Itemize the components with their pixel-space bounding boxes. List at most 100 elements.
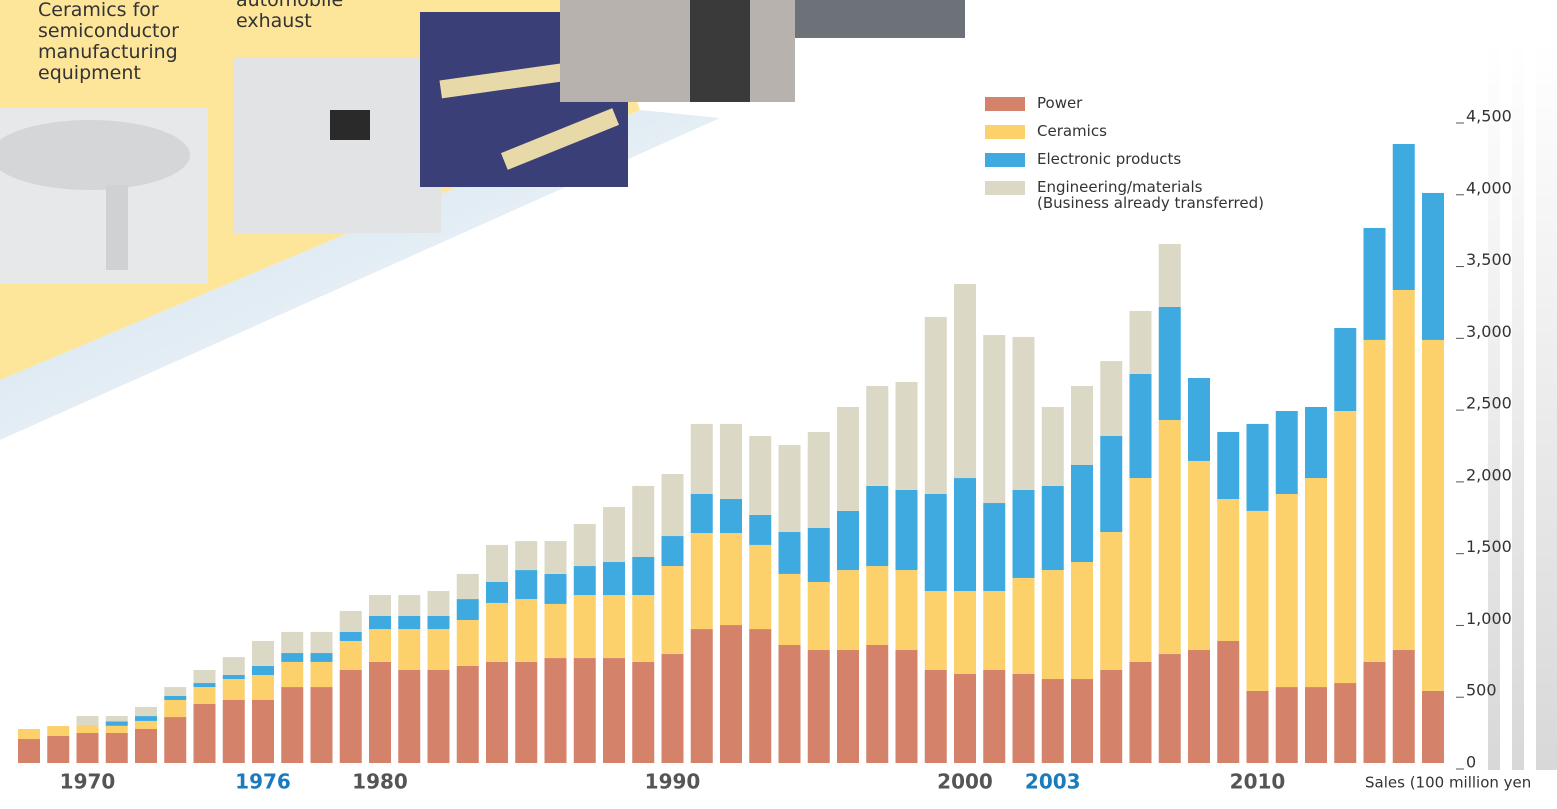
bar-segment — [1100, 532, 1123, 670]
bar-segment — [18, 739, 40, 763]
bar-segment — [105, 716, 128, 722]
caption: Ceramics for semiconductor manufacturing… — [38, 0, 179, 84]
bar-segment — [1071, 679, 1093, 763]
bar-segment — [544, 603, 567, 659]
bar-segment — [603, 595, 625, 659]
bar-segment — [1100, 669, 1123, 763]
legend-label: Engineering/materials (Business already … — [1037, 178, 1264, 212]
legend-item: Electronic products — [985, 151, 1264, 179]
product-photo — [795, 0, 965, 38]
bar-segment — [837, 510, 859, 571]
product-shape — [330, 110, 370, 140]
bar-segment — [1392, 650, 1415, 763]
bar-segment — [603, 658, 625, 763]
bar-segment — [661, 654, 684, 763]
bar-segment — [1305, 478, 1327, 688]
bar-segment — [164, 717, 187, 763]
bar-segment — [603, 507, 625, 563]
bar-segment — [1392, 143, 1415, 290]
bar-segment — [837, 406, 859, 511]
bar-segment — [281, 631, 304, 654]
bar-segment — [1012, 673, 1035, 763]
bar-segment — [252, 640, 274, 666]
bar-segment — [281, 653, 304, 662]
decor-strip — [1488, 40, 1500, 770]
bar-segment — [573, 595, 596, 659]
bar-segment — [76, 724, 99, 733]
x-tick-label: 2010 — [1230, 770, 1286, 794]
decor-strip — [1536, 40, 1557, 770]
bar-segment — [866, 386, 889, 486]
bar-segment — [281, 661, 304, 688]
bar-segment — [1275, 687, 1298, 763]
bar-segment — [105, 725, 128, 733]
bar-segment — [486, 581, 508, 603]
bar-segment — [515, 570, 538, 600]
bar-segment — [193, 687, 216, 704]
caption: automobile exhaust — [236, 0, 344, 32]
bar-segment — [1363, 227, 1386, 340]
bar-segment — [222, 699, 245, 763]
x-tick-label: 1970 — [60, 770, 116, 794]
bar-segment — [1217, 640, 1240, 763]
bar-segment — [1422, 192, 1444, 340]
bar-segment — [1422, 339, 1444, 691]
bar-segment — [486, 602, 508, 662]
bar-segment — [632, 595, 655, 662]
bar-segment — [983, 591, 1006, 670]
bar-segment — [486, 661, 508, 763]
bar-segment — [398, 629, 421, 670]
x-tick-label: 1990 — [645, 770, 701, 794]
bar-segment — [47, 725, 70, 737]
y-tick-label: 1,000 — [1466, 609, 1512, 628]
bar-segment — [339, 640, 362, 670]
bar-segment — [164, 695, 187, 700]
bar-segment — [47, 736, 70, 763]
bar-segment — [369, 629, 391, 662]
bar-segment — [895, 382, 918, 490]
bar-segment — [1363, 661, 1386, 763]
bar-segment — [778, 573, 801, 645]
bar-segment — [1275, 493, 1298, 688]
bar-segment — [135, 728, 157, 763]
legend-swatch — [985, 153, 1025, 167]
y-tick-label: 3,000 — [1466, 322, 1512, 341]
bar-segment — [310, 653, 333, 662]
bar-segment — [661, 566, 684, 655]
bar-segment — [1129, 661, 1152, 763]
bar-segment — [1158, 244, 1181, 307]
product-shape — [0, 120, 190, 190]
legend-swatch — [985, 181, 1025, 195]
bar-segment — [310, 631, 333, 654]
bar-segment — [252, 675, 274, 700]
bar-segment — [866, 644, 889, 763]
bar-segment — [1012, 489, 1035, 578]
bar-segment — [427, 615, 450, 630]
bar-segment — [193, 703, 216, 763]
x-tick-label: 2003 — [1025, 770, 1081, 794]
bar-segment — [924, 591, 947, 670]
bar-segment — [866, 485, 889, 567]
bar-segment — [369, 661, 391, 763]
bar-segment — [193, 669, 216, 684]
bar-segment — [1305, 687, 1327, 763]
bar-segment — [895, 489, 918, 571]
legend-label: Power — [1037, 94, 1083, 112]
bar-segment — [632, 485, 655, 557]
bar-segment — [603, 562, 625, 596]
bar-segment — [690, 629, 713, 763]
bar-segment — [720, 499, 742, 534]
bar-segment — [515, 599, 538, 662]
bar-segment — [1158, 420, 1181, 655]
product-shape — [690, 0, 750, 102]
bar-segment — [983, 335, 1006, 504]
bar-segment — [954, 591, 976, 674]
bar-segment — [690, 493, 713, 534]
x-tick-label: 1976 — [235, 770, 291, 794]
bar-segment — [690, 423, 713, 494]
bar-segment — [632, 661, 655, 763]
bar-segment — [222, 657, 245, 676]
bar-segment — [1188, 460, 1210, 651]
bar-segment — [1100, 435, 1123, 533]
y-axis-label: Sales (100 million yen — [1365, 774, 1531, 792]
